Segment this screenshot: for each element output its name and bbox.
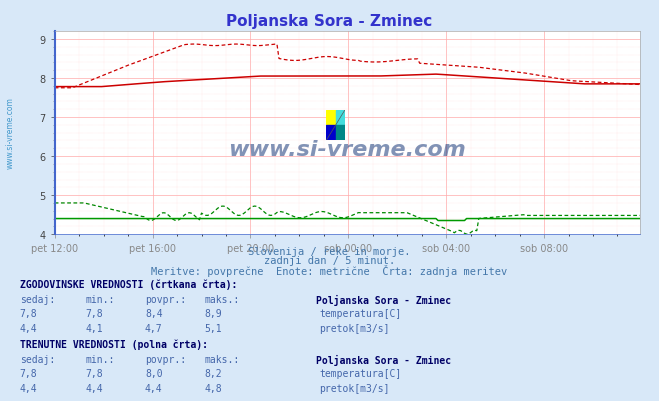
Bar bbox=[326, 111, 335, 126]
Text: povpr.:: povpr.: bbox=[145, 294, 186, 304]
Text: 7,8: 7,8 bbox=[86, 369, 103, 379]
Text: 8,0: 8,0 bbox=[145, 369, 163, 379]
Text: 4,4: 4,4 bbox=[86, 383, 103, 393]
Text: 7,8: 7,8 bbox=[20, 308, 38, 318]
Text: Poljanska Sora - Zminec: Poljanska Sora - Zminec bbox=[316, 354, 451, 365]
Bar bbox=[335, 111, 345, 126]
Text: povpr.:: povpr.: bbox=[145, 354, 186, 364]
Text: min.:: min.: bbox=[86, 354, 115, 364]
Text: TRENUTNE VREDNOSTI (polna črta):: TRENUTNE VREDNOSTI (polna črta): bbox=[20, 339, 208, 349]
Text: min.:: min.: bbox=[86, 294, 115, 304]
Text: sedaj:: sedaj: bbox=[20, 354, 55, 364]
Text: 7,8: 7,8 bbox=[20, 369, 38, 379]
Text: sedaj:: sedaj: bbox=[20, 294, 55, 304]
Text: Slovenija / reke in morje.: Slovenija / reke in morje. bbox=[248, 247, 411, 257]
Bar bbox=[335, 126, 345, 141]
Text: 4,7: 4,7 bbox=[145, 323, 163, 333]
Text: www.si-vreme.com: www.si-vreme.com bbox=[5, 97, 14, 168]
Text: zadnji dan / 5 minut.: zadnji dan / 5 minut. bbox=[264, 255, 395, 265]
Text: 4,4: 4,4 bbox=[145, 383, 163, 393]
Text: pretok[m3/s]: pretok[m3/s] bbox=[320, 323, 390, 333]
Bar bbox=[326, 126, 335, 141]
Text: 8,4: 8,4 bbox=[145, 308, 163, 318]
Text: 8,2: 8,2 bbox=[204, 369, 222, 379]
Text: 4,1: 4,1 bbox=[86, 323, 103, 333]
Text: ZGODOVINSKE VREDNOSTI (črtkana črta):: ZGODOVINSKE VREDNOSTI (črtkana črta): bbox=[20, 279, 237, 289]
Text: www.si-vreme.com: www.si-vreme.com bbox=[229, 140, 466, 160]
Text: maks.:: maks.: bbox=[204, 294, 239, 304]
Text: 5,1: 5,1 bbox=[204, 323, 222, 333]
Text: maks.:: maks.: bbox=[204, 354, 239, 364]
Text: 4,4: 4,4 bbox=[20, 383, 38, 393]
Text: pretok[m3/s]: pretok[m3/s] bbox=[320, 383, 390, 393]
Text: temperatura[C]: temperatura[C] bbox=[320, 308, 402, 318]
Text: temperatura[C]: temperatura[C] bbox=[320, 369, 402, 379]
Text: Poljanska Sora - Zminec: Poljanska Sora - Zminec bbox=[316, 294, 451, 305]
Text: 4,8: 4,8 bbox=[204, 383, 222, 393]
Text: Meritve: povprečne  Enote: metrične  Črta: zadnja meritev: Meritve: povprečne Enote: metrične Črta:… bbox=[152, 264, 507, 276]
Text: 7,8: 7,8 bbox=[86, 308, 103, 318]
Text: 4,4: 4,4 bbox=[20, 323, 38, 333]
Text: Poljanska Sora - Zminec: Poljanska Sora - Zminec bbox=[227, 14, 432, 29]
Text: 8,9: 8,9 bbox=[204, 308, 222, 318]
